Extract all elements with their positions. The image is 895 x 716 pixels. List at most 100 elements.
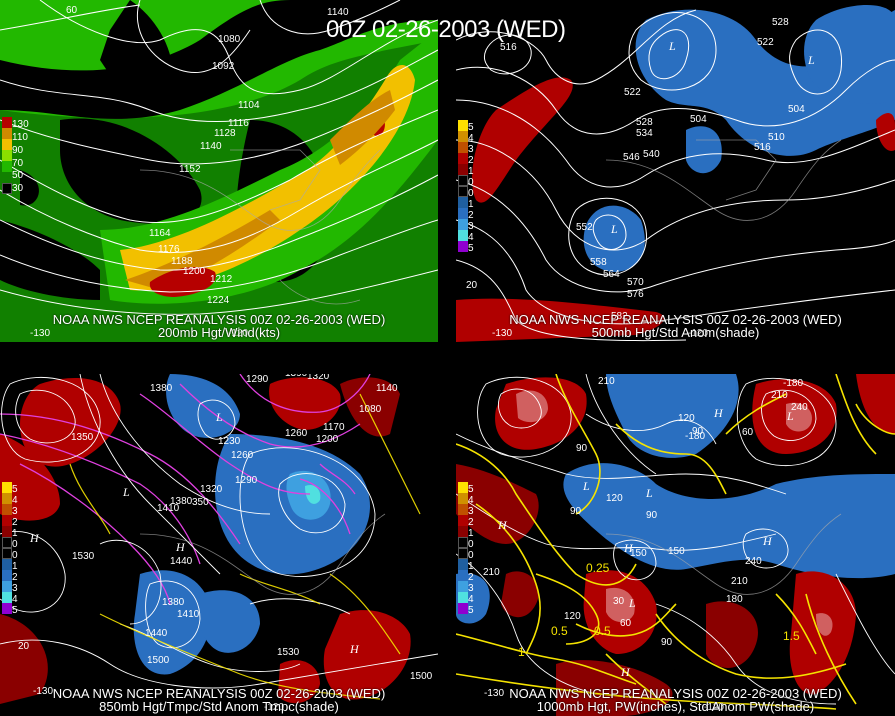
contour-label: 240 [745,556,762,567]
legend-tick-label: 2 [12,572,18,583]
contour-label: 1530 [72,551,95,562]
legend-swatch [2,570,12,581]
legend-tick-label: 3 [12,583,18,594]
panel-200mb: 60 1080 1092 1104 1116 1128 1140 1140 1152 1164 11… [0,0,438,342]
contour-label: 540 [643,149,660,160]
pw-contour-label: 1 [518,645,525,659]
contour-label: 1380 [150,383,173,394]
legend-tick-label: 2 [468,155,474,166]
legend-swatch [458,131,468,142]
legend-tick-label: 30 [12,183,24,195]
contour-label: 570 [627,277,644,288]
contour-label: 1440 [170,556,193,567]
legend-swatch [458,504,468,515]
legend-swatch [2,161,12,172]
contour-label: 1290 [235,475,258,486]
contour-label: 534 [636,128,653,139]
caption-line2: 1000mb Hgt, PW(inches), Std Anom PW(shad… [536,699,815,714]
contour-label: 552 [576,222,593,233]
contour-label: 1410 [177,609,200,620]
legend-tick-label: 2 [468,517,474,528]
legend-swatch [2,592,12,603]
legend-tick-label: 5 [468,243,474,254]
contour-label: 1140 [200,141,222,152]
contour-label: 120 [606,493,623,504]
contour-label: 1170 [323,422,345,433]
contour-label: 522 [624,87,641,98]
legend-swatch [458,493,468,504]
legend-swatch [2,581,12,592]
contour-label: 564 [603,269,620,280]
legend-tick-label: 70 [12,157,24,169]
contour-label: 1440 [145,628,168,639]
contour-label: 20 [466,280,478,291]
legend-tick-label: 4 [468,232,474,243]
contour-label: 210 [483,567,500,578]
contour-label: -130 [492,328,512,339]
contour-label: 1290 [246,374,269,385]
contour-label: 210 [731,576,748,587]
low-pressure-center: L [807,53,815,67]
legend-tick-label: 3 [12,506,18,517]
legend-swatch [2,172,12,183]
contour-label: 120 [678,413,695,424]
legend-tick-label: 3 [468,506,474,517]
contour-label: 180 [726,594,743,605]
low-pressure-center: L [122,485,130,499]
panel-850mb: 1380129013901320114010801170120012601230… [0,374,438,716]
map-500mb: 2051652252853454054655255856457057658250… [456,0,895,342]
legend-swatch [458,603,468,614]
wind-legend [2,117,12,194]
legend-swatch [458,230,468,241]
contour-label: 1140 [327,7,349,18]
contour-label: 1260 [231,450,254,461]
legend-swatch [458,537,468,548]
legend-swatch [458,241,468,252]
caption-line1: NOAA NWS NCEP REANALYSIS 00Z 02-26-2003 … [509,686,842,701]
contour-label: 150 [630,548,647,559]
caption-line1: NOAA NWS NCEP REANALYSIS 00Z 02-26-2003 … [52,312,386,327]
high-pressure-center: H [175,540,186,554]
contour-label: 1176 [158,244,180,255]
anomaly-legend [458,120,468,252]
legend-swatch [2,183,12,194]
contour-label: 30 [613,596,625,607]
high-pressure-center: H [620,665,631,679]
contour-label: 1390 [285,374,308,379]
low-pressure-center: L [645,486,653,500]
legend-tick-label: 5 [468,605,474,616]
legend-tick-label: 4 [468,133,474,144]
contour-label: 1140 [376,383,398,394]
legend-swatch [2,603,12,614]
legend-swatch [2,515,12,526]
legend-tick-label: 50 [12,170,24,182]
pw-contour-label: 1.5 [783,629,800,643]
map-850mb: 1380129013901320114010801170120012601230… [0,374,438,716]
contour-label: 558 [590,257,607,268]
legend-tick-label: 130 [12,119,29,130]
contour-label: 1116 [228,118,249,129]
legend-tick-label: 5 [12,605,18,616]
legend-swatch [458,526,468,537]
contour-label: -180 [783,378,803,389]
legend-tick-label: 4 [468,594,474,605]
legend-tick-label: 0 [468,188,474,199]
high-pressure-center: H [349,642,360,656]
contour-label: 1092 [212,61,235,72]
legend-tick-label: 3 [468,221,474,232]
low-pressure-center: L [668,39,676,53]
contour-label: 1350 [71,432,94,443]
caption-line1: NOAA NWS NCEP REANALYSIS 00Z 02-26-2003 … [509,312,842,327]
legend-tick-label: 1 [468,199,474,210]
contour-label: 582 [611,311,628,322]
legend-tick-label: 1 [468,528,474,539]
legend-swatch [2,504,12,515]
caption-line2: 500mb Hgt/Std Anom(shade) [591,325,760,340]
legend-tick-label: 2 [12,517,18,528]
legend-tick-label: 2 [468,572,474,583]
contour-label: 516 [754,142,771,153]
legend-swatch [458,175,468,186]
pw-contour-label: 0.5 [594,624,611,638]
